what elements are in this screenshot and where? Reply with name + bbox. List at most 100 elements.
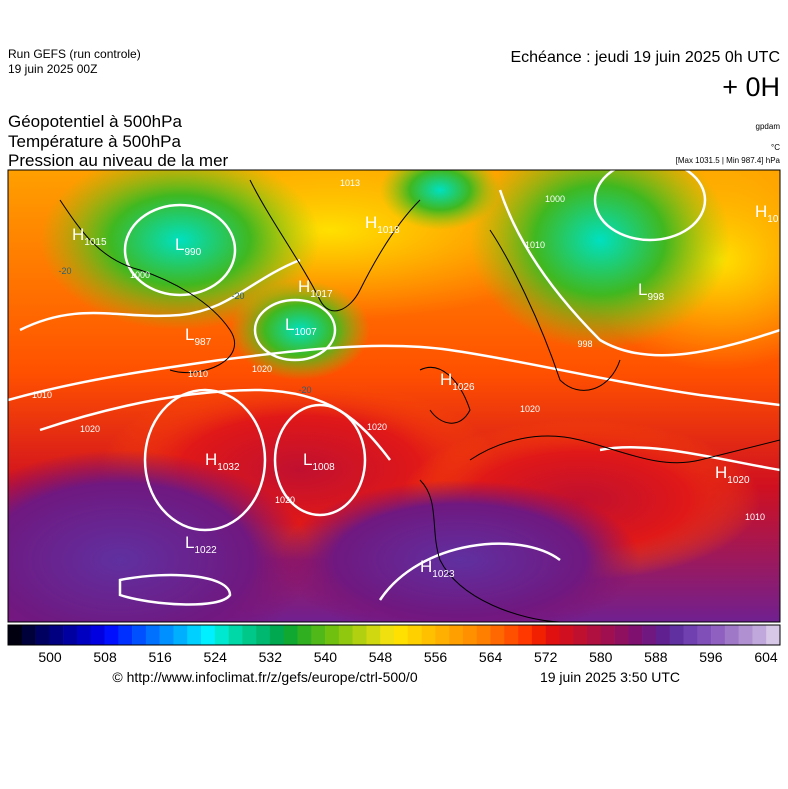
colorbar-swatch bbox=[269, 625, 285, 645]
center-value: 1023 bbox=[432, 569, 455, 580]
colorbar-swatch bbox=[504, 625, 519, 645]
center-value: 1018 bbox=[377, 225, 400, 236]
contour-label: 1010 bbox=[525, 240, 545, 250]
colorbar-swatch bbox=[21, 625, 36, 645]
center-value: 1022 bbox=[194, 545, 217, 556]
run-label: Run GEFS (run controle) bbox=[8, 47, 141, 61]
pressure-center: L998 bbox=[638, 280, 665, 303]
colorbar-swatch bbox=[628, 625, 643, 645]
center-kind: H bbox=[715, 463, 727, 482]
contour-label: 1010 bbox=[745, 512, 765, 522]
pressure-center: L1022 bbox=[185, 533, 217, 556]
map-frame bbox=[7, 169, 781, 623]
center-value: 987 bbox=[194, 337, 211, 348]
colorbar-swatch bbox=[311, 625, 326, 645]
colorbar-tick-label: 524 bbox=[204, 649, 228, 665]
colorbar-swatch bbox=[90, 625, 105, 645]
pressure-center: L990 bbox=[175, 235, 202, 258]
contour-label: -20 bbox=[231, 291, 244, 301]
center-kind: H bbox=[755, 202, 767, 221]
center-kind: L bbox=[185, 533, 194, 552]
colorbar-tick-label: 564 bbox=[479, 649, 503, 665]
center-value: 1032 bbox=[217, 462, 240, 473]
center-value: 10 bbox=[767, 214, 779, 225]
contour-label: 1013 bbox=[340, 178, 360, 188]
center-kind: L bbox=[185, 325, 194, 344]
colorbar-tick-label: 604 bbox=[754, 649, 778, 665]
pressure-center: H1018 bbox=[365, 213, 400, 236]
contour-label: 1010 bbox=[32, 390, 52, 400]
echeance: Echéance : jeudi 19 juin 2025 0h UTC bbox=[510, 49, 780, 66]
colorbar-swatch bbox=[283, 625, 298, 645]
colorbar-swatch bbox=[159, 625, 174, 645]
map-field bbox=[8, 170, 780, 622]
footer-url: © http://www.infoclimat.fr/z/gefs/europe… bbox=[112, 669, 417, 685]
colorbar-swatch bbox=[462, 625, 478, 645]
colorbar-swatch bbox=[338, 625, 353, 645]
colorbar-swatch bbox=[201, 625, 216, 645]
colorbar-swatch bbox=[449, 625, 464, 645]
colorbar-swatch bbox=[118, 625, 133, 645]
colorbar-tick-label: 532 bbox=[259, 649, 283, 665]
center-value: 998 bbox=[647, 292, 664, 303]
contour-label: 1020 bbox=[80, 424, 100, 434]
pressure-range: [Max 1031.5 | Min 987.4] hPa bbox=[676, 156, 781, 165]
colorbar-swatch bbox=[559, 625, 574, 645]
contour-label: 1020 bbox=[275, 495, 295, 505]
colorbar-tick-label: 572 bbox=[534, 649, 558, 665]
colorbar-swatch bbox=[187, 625, 202, 645]
pressure-center: H10 bbox=[755, 202, 779, 225]
colorbar-swatch bbox=[366, 625, 381, 645]
footer-timestamp: 19 juin 2025 3:50 UTC bbox=[540, 669, 680, 685]
colorbar-swatch bbox=[766, 625, 781, 645]
pressure-center: H1020 bbox=[715, 463, 750, 486]
colorbar-swatch bbox=[531, 625, 546, 645]
colorbar-swatch bbox=[587, 625, 602, 645]
colorbar-swatch bbox=[228, 625, 243, 645]
offset: + 0H bbox=[722, 72, 780, 102]
unit-label: °C bbox=[771, 143, 780, 152]
contour-label: 998 bbox=[577, 339, 592, 349]
colorbar-swatch bbox=[35, 625, 50, 645]
center-value: 1026 bbox=[452, 382, 475, 393]
center-value: 1020 bbox=[727, 475, 750, 486]
colorbar-swatch bbox=[132, 625, 147, 645]
colorbar-swatch bbox=[76, 625, 92, 645]
colorbar-swatch bbox=[256, 625, 271, 645]
colorbar-swatch bbox=[407, 625, 422, 645]
colorbar-swatch bbox=[214, 625, 229, 645]
colorbar-tick-label: 596 bbox=[699, 649, 723, 665]
center-kind: H bbox=[365, 213, 377, 232]
colorbar-swatch bbox=[421, 625, 436, 645]
colorbar-swatch bbox=[711, 625, 726, 645]
colorbar-tick-label: 548 bbox=[369, 649, 393, 665]
center-kind: L bbox=[303, 450, 312, 469]
contour-label: 1000 bbox=[545, 194, 565, 204]
colorbar-swatch bbox=[724, 625, 739, 645]
center-kind: L bbox=[285, 315, 294, 334]
colorbar-swatch bbox=[380, 625, 395, 645]
colorbar-swatch bbox=[614, 625, 629, 645]
colorbar-swatch bbox=[697, 625, 712, 645]
pressure-center: H1032 bbox=[205, 450, 240, 473]
colorbar-swatch bbox=[325, 625, 340, 645]
colorbar-swatch bbox=[63, 625, 78, 645]
colorbar-tick-label: 508 bbox=[93, 649, 117, 665]
colorbar-swatch bbox=[49, 625, 64, 645]
contour-label: 1010 bbox=[188, 369, 208, 379]
colorbar-swatch bbox=[738, 625, 753, 645]
pressure-center: H1023 bbox=[420, 557, 455, 580]
colorbar-swatch bbox=[545, 625, 560, 645]
center-value: 990 bbox=[184, 247, 201, 258]
contour-label: -20 bbox=[58, 266, 71, 276]
colorbar-swatch bbox=[642, 625, 657, 645]
center-value: 1008 bbox=[312, 462, 335, 473]
colorbar-swatch bbox=[655, 625, 671, 645]
colorbar-swatch bbox=[352, 625, 367, 645]
colorbar-swatch bbox=[435, 625, 450, 645]
contour-label: 1020 bbox=[520, 404, 540, 414]
colorbar-swatch bbox=[242, 625, 257, 645]
center-kind: H bbox=[72, 225, 84, 244]
